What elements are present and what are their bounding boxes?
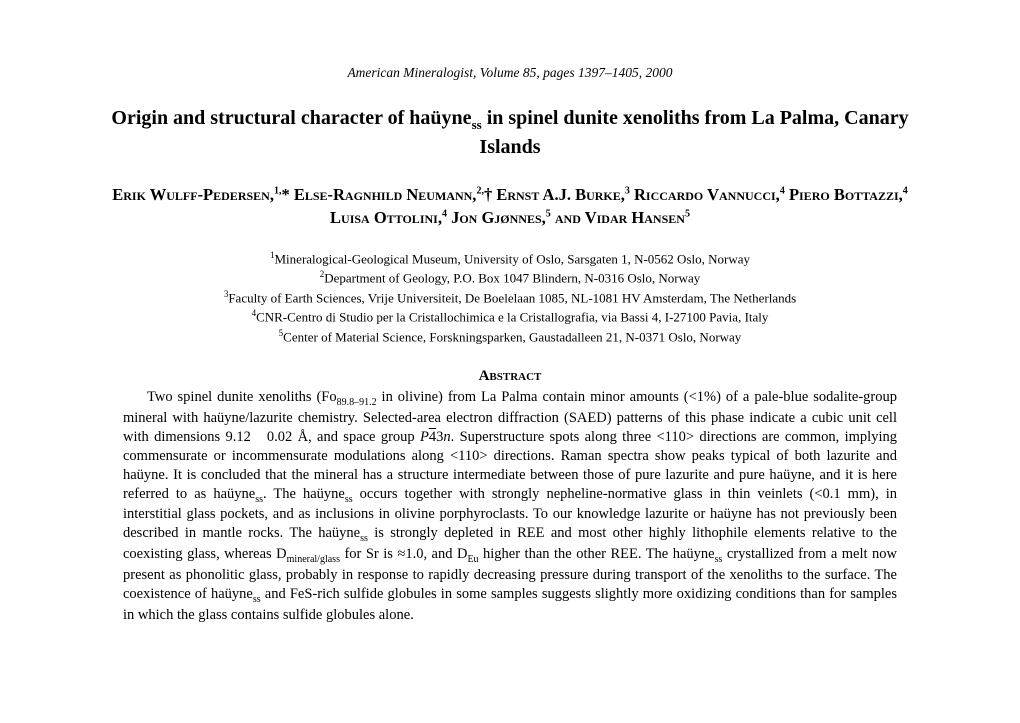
title-text-part2: in spinel dunite xenoliths from La Palma… xyxy=(479,107,908,158)
abstract-heading: Abstract xyxy=(95,368,925,385)
affiliation-text: Department of Geology, P.O. Box 1047 Bli… xyxy=(324,271,700,286)
affiliation-text: CNR-Centro di Studio per la Cristallochi… xyxy=(256,310,768,325)
title-subscript: ss xyxy=(472,117,482,132)
title-text-part1: Origin and structural character of haüyn… xyxy=(111,107,471,129)
affiliations-block: 1Mineralogical-Geological Museum, Univer… xyxy=(95,249,925,347)
paper-title: Origin and structural character of haüyn… xyxy=(95,105,925,161)
affiliation-text: Mineralogical-Geological Museum, Univers… xyxy=(275,251,751,266)
affiliation-line: 4CNR-Centro di Studio per la Cristalloch… xyxy=(95,307,925,327)
affiliation-line: 1Mineralogical-Geological Museum, Univer… xyxy=(95,249,925,269)
abstract-body: Two spinel dunite xenoliths (Fo89.8–91.2… xyxy=(95,388,925,624)
affiliation-text: Center of Material Science, Forskningspa… xyxy=(283,329,741,344)
affiliation-text: Faculty of Earth Sciences, Vrije Univers… xyxy=(228,290,796,305)
journal-header: American Mineralogist, Volume 85, pages … xyxy=(95,65,925,81)
affiliation-line: 3Faculty of Earth Sciences, Vrije Univer… xyxy=(95,288,925,308)
affiliation-line: 2Department of Geology, P.O. Box 1047 Bl… xyxy=(95,268,925,288)
affiliation-line: 5Center of Material Science, Forskningsp… xyxy=(95,327,925,347)
authors-list: Erik Wulff-Pedersen,1,* Else-Ragnhild Ne… xyxy=(95,183,925,229)
